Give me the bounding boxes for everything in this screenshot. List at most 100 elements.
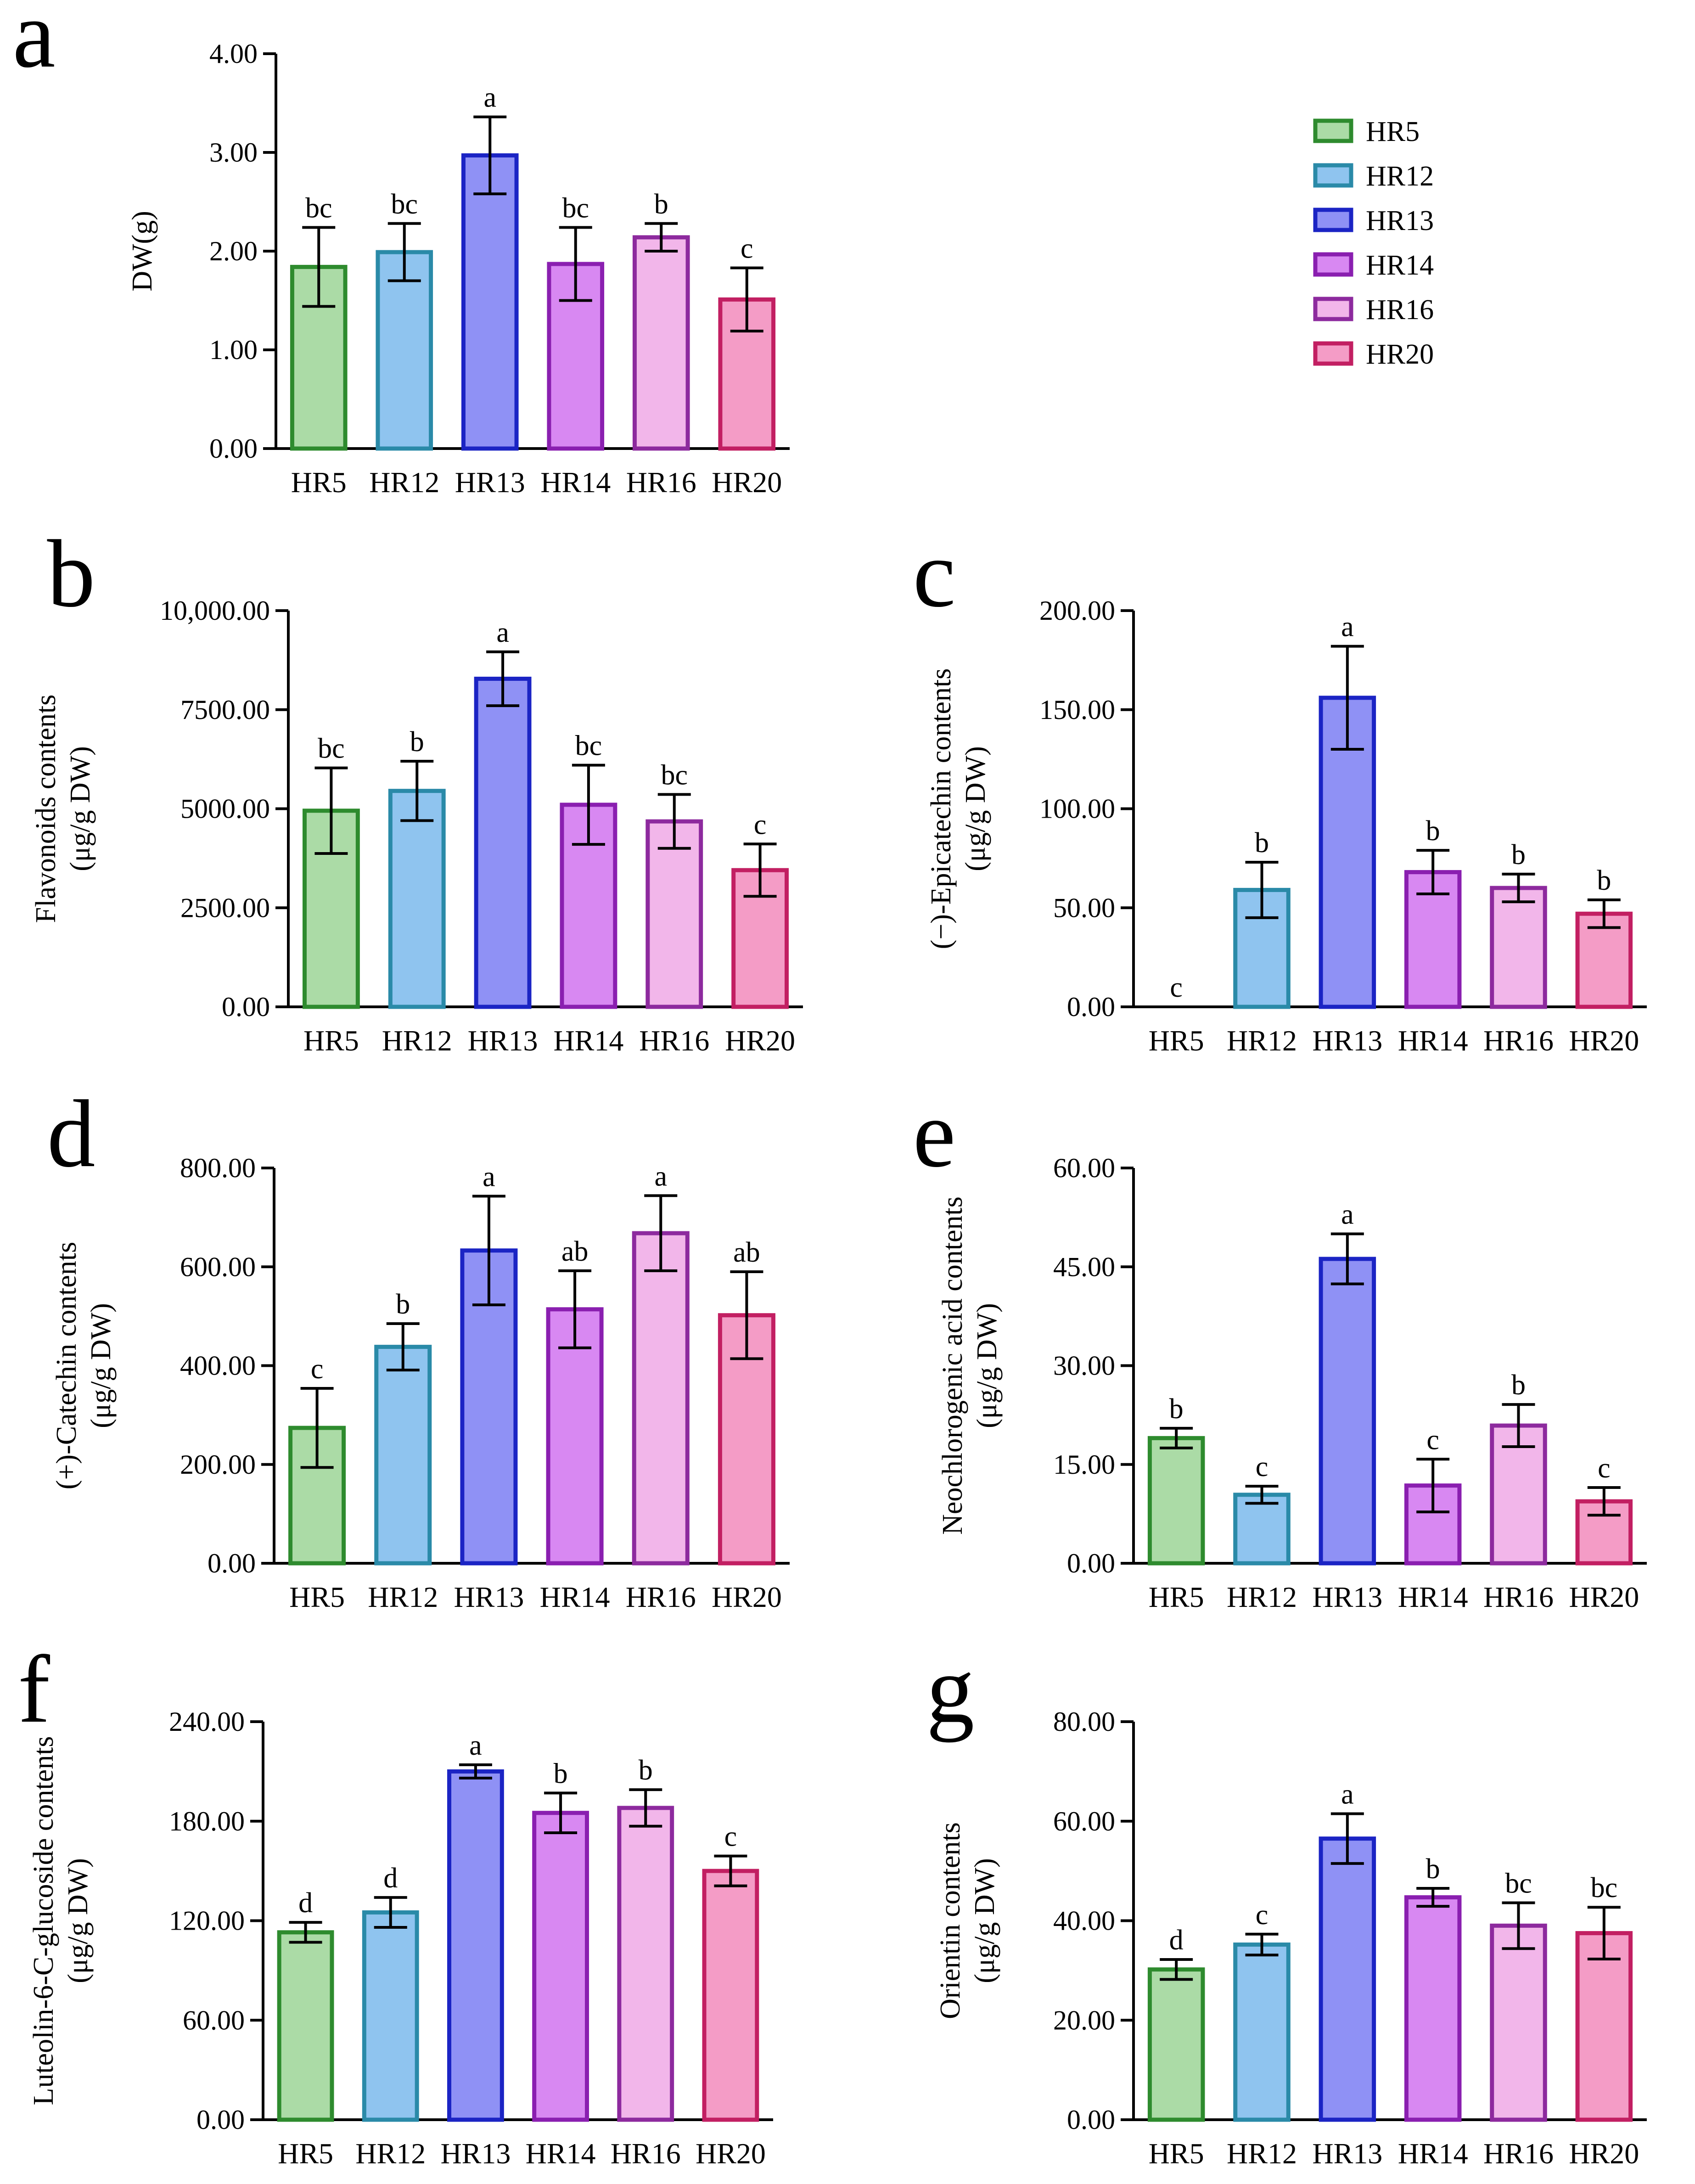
x-tick-label: HR20 <box>725 1024 795 1057</box>
y-tick-label: 0.00 <box>1067 992 1115 1022</box>
significance-label: bc <box>391 189 418 220</box>
panel-letter: g <box>926 1636 975 1743</box>
y-tick-label: 150.00 <box>1039 695 1115 725</box>
significance-label: bc <box>305 192 332 224</box>
x-tick-label: HR5 <box>303 1024 359 1057</box>
significance-label: ab <box>733 1237 760 1268</box>
y-tick-label: 180.00 <box>169 1806 245 1836</box>
x-tick-label: HR13 <box>1312 1024 1382 1057</box>
significance-label: b <box>410 726 424 758</box>
significance-label: a <box>1341 1199 1354 1230</box>
x-tick-label: HR16 <box>626 466 696 499</box>
y-tick-label: 15.00 <box>1053 1449 1115 1480</box>
x-tick-label: HR14 <box>1398 1581 1468 1613</box>
y-tick-label: 120.00 <box>169 1906 245 1936</box>
y-axis-title: Neochlorogenic acid contents <box>937 1196 968 1535</box>
x-tick-label: HR13 <box>455 466 525 499</box>
significance-label: bc <box>1591 1872 1618 1903</box>
significance-label: a <box>496 617 509 648</box>
y-tick-label: 60.00 <box>1053 1806 1115 1836</box>
x-tick-label: HR14 <box>540 1581 610 1613</box>
y-tick-label: 20.00 <box>1053 2005 1115 2035</box>
legend-swatch-HR13 <box>1313 208 1353 232</box>
panel-letter: d <box>47 1081 95 1187</box>
bar-HR12 <box>374 1345 432 1566</box>
x-tick-label: HR14 <box>526 2137 596 2170</box>
legend-swatch-HR16 <box>1313 297 1353 321</box>
legend-label: HR20 <box>1366 339 1434 370</box>
y-tick-label: 0.00 <box>1067 1548 1115 1578</box>
y-tick-label: 600.00 <box>180 1252 256 1282</box>
y-tick-label: 7500.00 <box>180 695 270 725</box>
x-tick-label: HR20 <box>1569 2137 1639 2170</box>
significance-label: b <box>1511 1370 1526 1401</box>
y-tick-label: 0.00 <box>208 1548 256 1578</box>
y-tick-label: 2500.00 <box>180 893 270 923</box>
panels: a0.001.002.003.004.00DW(g)bcHR5bcHR12aHR… <box>12 0 1647 2170</box>
y-tick-label: 200.00 <box>1039 595 1115 626</box>
x-tick-label: HR20 <box>712 1581 782 1613</box>
significance-label: d <box>1169 1925 1184 1956</box>
significance-label: c <box>724 1821 737 1853</box>
significance-label: c <box>1426 1424 1439 1455</box>
significance-label: bc <box>1505 1868 1532 1899</box>
x-tick-label: HR12 <box>369 466 439 499</box>
bar-HR12 <box>1233 1493 1291 1566</box>
x-tick-label: HR5 <box>291 466 347 499</box>
x-tick-label: HR12 <box>1227 1024 1297 1057</box>
y-tick-label: 1.00 <box>209 335 258 365</box>
panel-b: b 0.00 2500.00 5000.00 7500.00 10,000.00 Flavo… <box>30 521 803 1057</box>
x-tick-label: HR14 <box>1398 1024 1468 1057</box>
y-tick-label: 30.00 <box>1053 1351 1115 1381</box>
bar-HR16 <box>1490 886 1547 1009</box>
y-tick-label: 40.00 <box>1053 1906 1115 1936</box>
bar-HR16 <box>617 1806 674 2122</box>
y-axis-title: Luteolin-6-C-glucoside contents <box>28 1736 59 2105</box>
y-tick-label: 0.00 <box>222 992 270 1022</box>
significance-label: d <box>383 1863 398 1894</box>
significance-label: c <box>311 1353 324 1385</box>
significance-label: b <box>1597 865 1611 896</box>
y-tick-label: 100.00 <box>1039 794 1115 824</box>
significance-label: b <box>1511 839 1526 870</box>
y-tick-label: 400.00 <box>180 1351 256 1381</box>
bar-HR14 <box>532 1811 589 2122</box>
legend-swatch-HR20 <box>1313 341 1353 366</box>
significance-label: b <box>554 1758 568 1789</box>
bar-HR13 <box>474 676 532 1009</box>
significance-label: b <box>654 189 668 220</box>
x-tick-label: HR13 <box>440 2137 511 2170</box>
panel-letter: c <box>913 521 955 627</box>
y-axis-unit: (μg/g DW) <box>971 1303 1003 1428</box>
bar-HR13 <box>1319 1257 1376 1566</box>
bar-HR13 <box>460 1248 518 1566</box>
legend-label: HR5 <box>1366 116 1420 147</box>
panel-e: e 0.00 15.00 30.00 45.00 60.00 Neochlorogenic … <box>913 1081 1647 1613</box>
significance-label: b <box>1255 827 1269 859</box>
panel-f: f 0.00 60.00 120.00 180.00 240.00 Luteolin-6-C… <box>18 1636 773 2170</box>
x-tick-label: HR5 <box>1149 1024 1204 1057</box>
y-tick-label: 800.00 <box>180 1153 256 1183</box>
x-tick-label: HR12 <box>355 2137 426 2170</box>
bar-HR13 <box>447 1769 504 2122</box>
significance-label: c <box>1170 972 1183 1003</box>
significance-label: a <box>654 1161 667 1192</box>
y-tick-label: 5000.00 <box>180 794 270 824</box>
bar-HR16 <box>632 1231 690 1566</box>
significance-label: a <box>483 82 496 113</box>
legend: HR5 HR12 HR13 HR14 HR16 HR20 <box>1313 116 1434 370</box>
significance-label: bc <box>562 192 589 224</box>
bar-HR16 <box>632 235 690 451</box>
bar-HR14 <box>1404 1895 1462 2122</box>
legend-label: HR12 <box>1366 161 1434 192</box>
significance-label: b <box>1169 1393 1184 1425</box>
y-axis-title: (−)-Epicatechin contents <box>926 668 957 949</box>
y-axis-unit: (μg/g DW) <box>960 746 991 871</box>
x-tick-label: HR14 <box>540 466 611 499</box>
y-tick-label: 50.00 <box>1053 893 1115 923</box>
bar-HR16 <box>1490 1923 1547 2122</box>
bar-HR5 <box>277 1930 334 2122</box>
x-tick-label: HR16 <box>626 1581 696 1613</box>
